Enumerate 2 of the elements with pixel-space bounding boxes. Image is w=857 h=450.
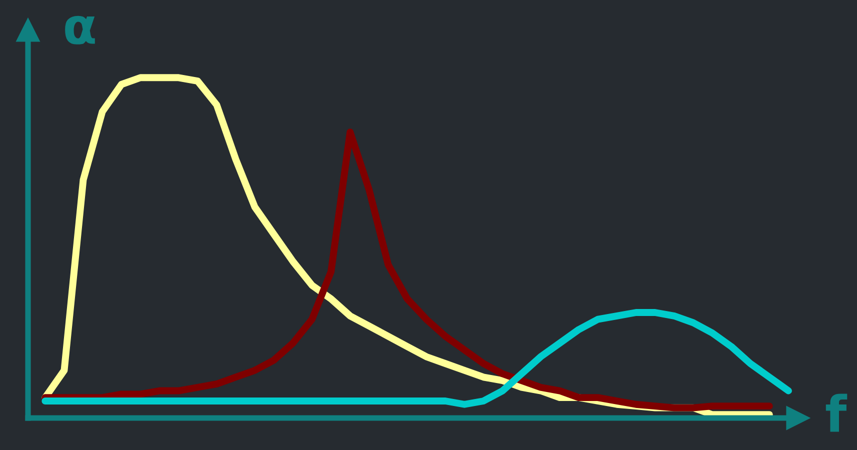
y-axis-title: α bbox=[65, 16, 95, 44]
x-axis-title: f bbox=[826, 394, 848, 432]
